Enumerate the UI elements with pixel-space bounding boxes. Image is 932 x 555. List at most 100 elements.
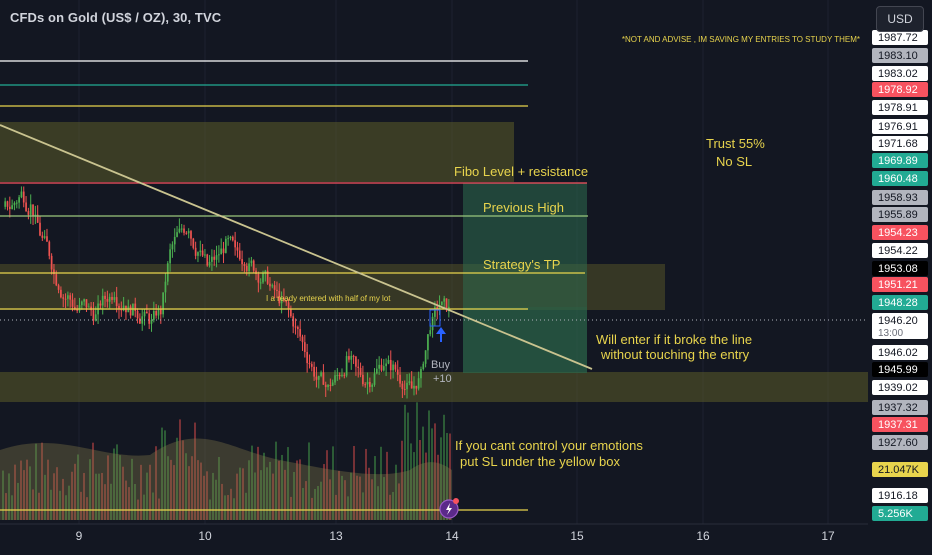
candle-body: [415, 385, 418, 389]
candle-body: [269, 283, 271, 287]
volume-bar: [362, 492, 364, 520]
volume-bar: [155, 446, 157, 520]
candle-body: [55, 274, 58, 286]
annotation-fibo: Fibo Level + resistance: [454, 164, 588, 179]
volume-bar: [35, 443, 37, 520]
volume-bar: [296, 460, 298, 520]
volume-bar: [323, 464, 325, 520]
candle-body: [208, 261, 211, 266]
candle-body: [417, 378, 420, 389]
time-axis[interactable]: 9 10 13 14 15 16 17: [0, 523, 868, 543]
candle-body: [322, 372, 325, 385]
volume-bar: [392, 491, 394, 520]
volume-bar: [290, 496, 292, 520]
price-label-tag: [872, 66, 928, 81]
candle-body: [389, 359, 392, 371]
volume-bar: [236, 473, 238, 520]
candle-body: [422, 363, 425, 370]
volume-bar: [359, 476, 361, 520]
price-label: 1916.18: [878, 490, 918, 502]
candle-body: [218, 254, 220, 256]
price-label-tag: [872, 82, 928, 97]
volume-bar: [404, 404, 406, 520]
price-label-tag: [872, 488, 928, 503]
entry-box: [463, 307, 587, 373]
volume-bar: [329, 479, 331, 520]
price-label: 5.256K: [878, 508, 914, 520]
price-label: 1939.02: [878, 382, 918, 394]
candle-body: [238, 250, 241, 260]
candle-body: [331, 382, 334, 386]
candle-body: [350, 355, 353, 360]
candle-body: [32, 204, 34, 217]
price-label-tag: [872, 313, 928, 339]
candle-body: [387, 359, 390, 364]
price-label-tag: [872, 400, 928, 415]
candle-body: [262, 272, 264, 283]
price-label: 1954.23: [878, 227, 918, 239]
candle-body: [243, 264, 246, 266]
x-tick-label: 13: [329, 529, 343, 543]
price-label: 1958.93: [878, 192, 918, 204]
volume-bar: [272, 473, 274, 520]
candle-body: [396, 369, 399, 375]
candle-body: [155, 311, 158, 316]
volume-bar: [119, 455, 121, 520]
volume-ma-area: [0, 438, 452, 520]
candle-body: [171, 244, 174, 250]
volume-bar: [386, 451, 388, 520]
candle-body: [431, 316, 434, 331]
annotation-strategy-tp: Strategy's TP: [483, 257, 560, 272]
price-label: 1954.22: [878, 245, 918, 257]
candle-body: [255, 270, 257, 275]
candle-body: [113, 297, 116, 300]
support-yellow-box: [0, 372, 868, 402]
candle-body: [76, 309, 79, 311]
volume-bar: [176, 437, 178, 520]
volume-bar: [344, 480, 346, 520]
volume-bar: [275, 441, 277, 520]
candle-body: [420, 369, 422, 379]
price-label-tag: [872, 462, 928, 477]
volume-bar: [68, 485, 70, 520]
volume-bar: [224, 495, 226, 520]
volume-bar: [161, 427, 163, 520]
candle-body: [285, 300, 288, 303]
candle-body: [190, 231, 192, 239]
volume-bar: [116, 444, 118, 520]
candle-body: [87, 306, 90, 308]
price-label-tag: [872, 362, 928, 377]
volume-bar: [125, 480, 127, 520]
candle-body: [292, 316, 295, 327]
price-scale[interactable]: 1987.72 1983.10 1983.02 1978.92 1978.91 1976.…: [869, 0, 932, 550]
candle-body: [199, 250, 202, 253]
disclaimer-text: *NOT AND ADVISE , IM SAVING MY ENTRIES T…: [621, 35, 860, 44]
candle-body: [434, 306, 436, 317]
candle-body: [178, 228, 181, 233]
candle-body: [355, 356, 357, 367]
price-label-tag: [872, 136, 928, 151]
volume-bar: [287, 447, 289, 520]
candle-body: [366, 381, 369, 385]
x-tick-label: 14: [445, 529, 459, 543]
volume-bar: [83, 472, 85, 520]
price-label-tag: [872, 277, 928, 292]
volume-bar: [29, 466, 31, 520]
candle-body: [36, 214, 39, 223]
currency-button[interactable]: USD: [876, 6, 924, 32]
volume-bar: [104, 484, 106, 520]
candle-body: [6, 201, 9, 207]
candle-body: [90, 306, 92, 311]
candle-body: [150, 320, 153, 324]
volume-bar: [47, 459, 49, 520]
candle-body: [18, 197, 20, 203]
volume-bar: [182, 440, 184, 520]
volume-bar: [302, 487, 304, 520]
annotation-no-sl: No SL: [716, 154, 752, 169]
price-label: 1969.89: [878, 155, 918, 167]
volume-bar: [422, 426, 424, 520]
candle-body: [99, 303, 102, 306]
volume-bar: [365, 448, 367, 520]
